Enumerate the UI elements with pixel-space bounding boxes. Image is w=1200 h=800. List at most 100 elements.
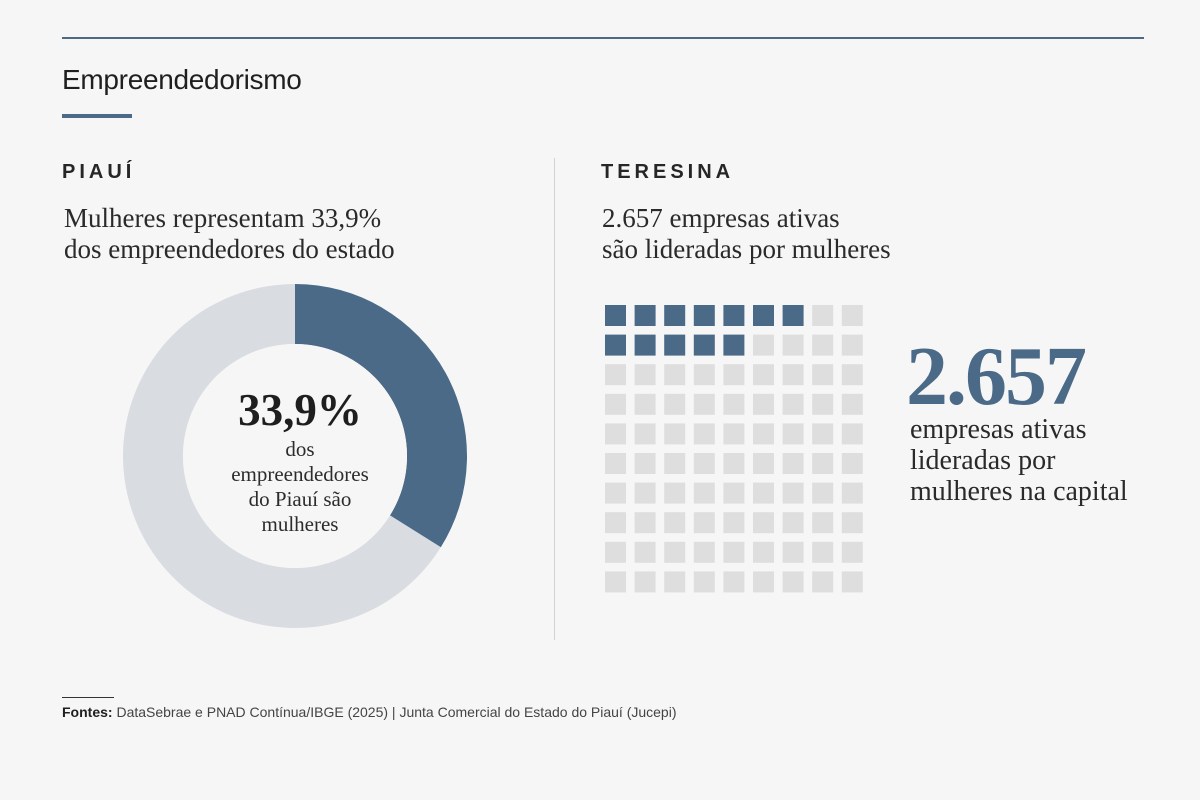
waffle-cell xyxy=(841,453,863,474)
waffle-cell-highlighted xyxy=(605,334,626,356)
waffle-cell xyxy=(753,423,774,445)
waffle-cell xyxy=(664,571,686,593)
teresina-headline-line-2: são lideradas por mulheres xyxy=(602,234,891,264)
waffle-cell xyxy=(812,453,834,474)
waffle-cell xyxy=(723,541,745,563)
waffle-cell xyxy=(693,571,715,593)
waffle-cell xyxy=(693,482,715,504)
waffle-cell xyxy=(605,393,626,415)
waffle-cell xyxy=(605,512,626,534)
waffle-cell xyxy=(634,482,656,504)
sources-line: Fontes: DataSebrae e PNAD Contínua/IBGE … xyxy=(62,704,677,720)
waffle-cell xyxy=(605,453,626,474)
piaui-headline: Mulheres representam 33,9% dos empreende… xyxy=(64,203,395,265)
donut-caption-line-3: do Piauí são xyxy=(248,487,352,511)
big-caption-line-2: lideradas por xyxy=(910,445,1056,476)
waffle-cell xyxy=(782,393,804,415)
waffle-cell xyxy=(841,571,863,593)
sources-text: DataSebrae e PNAD Contínua/IBGE (2025) |… xyxy=(116,704,677,720)
waffle-cell xyxy=(753,453,774,474)
waffle-cell xyxy=(723,393,745,415)
waffle-cell xyxy=(841,393,863,415)
waffle-cell-highlighted xyxy=(634,305,656,326)
waffle-cell xyxy=(782,571,804,593)
waffle-cell xyxy=(841,364,863,386)
waffle-cell xyxy=(664,393,686,415)
top-rule xyxy=(62,37,1144,39)
waffle-cell xyxy=(812,482,834,504)
waffle-cell-highlighted xyxy=(723,334,745,356)
big-caption-line-1: empresas ativas xyxy=(910,414,1087,445)
waffle-cell xyxy=(723,512,745,534)
teresina-headline-line-1: 2.657 empresas ativas xyxy=(602,203,840,233)
region-label-teresina: TERESINA xyxy=(601,161,735,183)
donut-hole xyxy=(183,344,407,568)
waffle-cell xyxy=(812,571,834,593)
waffle-cell xyxy=(634,512,656,534)
section-title: Empreendedorismo xyxy=(62,64,302,95)
big-number-caption: empresas ativas lideradas por mulheres n… xyxy=(910,414,1128,507)
waffle-cell-highlighted xyxy=(605,305,626,326)
donut-chart xyxy=(122,284,467,628)
big-caption-line-3: mulheres na capital xyxy=(910,476,1128,507)
waffle-cell xyxy=(664,364,686,386)
waffle-cell xyxy=(753,393,774,415)
waffle-cell xyxy=(634,423,656,445)
donut-caption-line-2: empreendedores xyxy=(231,462,369,486)
waffle-cell xyxy=(782,512,804,534)
piaui-headline-line-2: dos empreendedores do estado xyxy=(64,234,395,264)
waffle-cell xyxy=(841,512,863,534)
waffle-cell xyxy=(841,305,863,326)
waffle-cell xyxy=(782,334,804,356)
waffle-cell xyxy=(634,541,656,563)
waffle-cell xyxy=(753,334,774,356)
waffle-cell xyxy=(693,453,715,474)
waffle-cell xyxy=(723,423,745,445)
waffle-cell xyxy=(753,482,774,504)
waffle-cell xyxy=(812,541,834,563)
waffle-cell xyxy=(812,364,834,386)
waffle-cell xyxy=(782,453,804,474)
waffle-cell xyxy=(634,453,656,474)
big-number: 2.657 xyxy=(906,330,1087,423)
waffle-cell xyxy=(782,364,804,386)
waffle-cell xyxy=(693,364,715,386)
waffle-cell xyxy=(812,334,834,356)
sources-rule xyxy=(62,697,114,698)
waffle-cell xyxy=(664,512,686,534)
waffle-cell-highlighted xyxy=(664,305,686,326)
donut-slice-outros xyxy=(122,284,441,628)
waffle-cell xyxy=(841,334,863,356)
waffle-cell xyxy=(664,423,686,445)
waffle-chart xyxy=(605,305,863,593)
waffle-cell xyxy=(634,364,656,386)
donut-center-caption: dos empreendedores do Piauí são mulheres xyxy=(190,437,410,537)
donut-caption-line-4: mulheres xyxy=(261,512,339,536)
waffle-cell xyxy=(812,305,834,326)
waffle-cell xyxy=(812,393,834,415)
waffle-cell xyxy=(723,453,745,474)
waffle-cell xyxy=(605,482,626,504)
waffle-cell xyxy=(605,541,626,563)
region-label-piaui: PIAUÍ xyxy=(62,161,136,183)
waffle-cell xyxy=(664,541,686,563)
waffle-cell xyxy=(634,571,656,593)
waffle-cell xyxy=(841,541,863,563)
waffle-cell xyxy=(634,393,656,415)
waffle-cell xyxy=(693,541,715,563)
waffle-cell-highlighted xyxy=(782,305,804,326)
waffle-cell xyxy=(753,512,774,534)
waffle-cell xyxy=(782,482,804,504)
waffle-cell-highlighted xyxy=(753,305,774,326)
waffle-cell xyxy=(753,364,774,386)
waffle-cell xyxy=(723,482,745,504)
column-divider xyxy=(554,158,555,640)
waffle-cell-highlighted xyxy=(723,305,745,326)
waffle-cell xyxy=(753,541,774,563)
waffle-cell-highlighted xyxy=(634,334,656,356)
waffle-cell xyxy=(753,571,774,593)
waffle-cell xyxy=(605,571,626,593)
waffle-cell xyxy=(605,364,626,386)
teresina-headline: 2.657 empresas ativas são lideradas por … xyxy=(602,203,891,265)
waffle-cell xyxy=(812,512,834,534)
